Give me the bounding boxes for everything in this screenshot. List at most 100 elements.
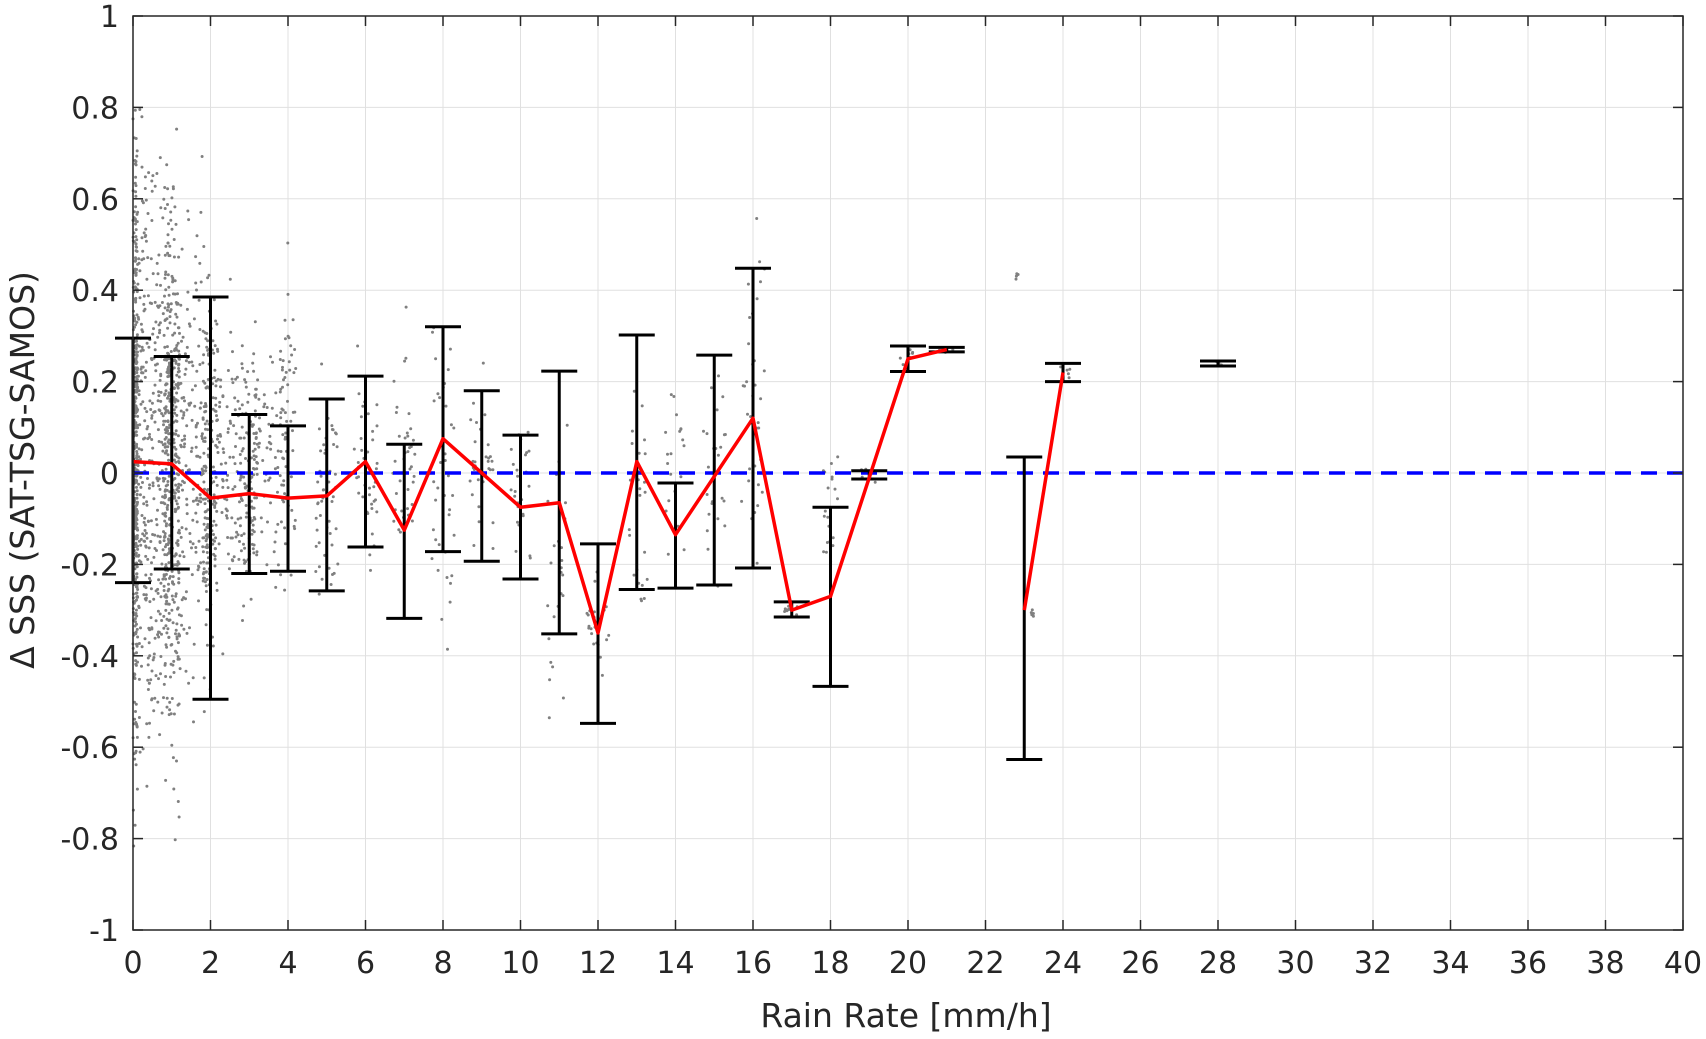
scatter-point: [375, 403, 379, 407]
scatter-point: [135, 724, 139, 728]
scatter-point: [756, 421, 760, 425]
scatter-point: [137, 642, 141, 645]
scatter-point: [185, 424, 189, 428]
scatter-point: [177, 255, 181, 259]
scatter-point: [166, 305, 170, 309]
scatter-point: [228, 277, 232, 281]
scatter-point: [181, 479, 185, 483]
scatter-point: [172, 712, 176, 716]
scatter-point: [134, 347, 138, 351]
scatter-point: [294, 367, 298, 370]
scatter-point: [289, 573, 293, 577]
scatter-point: [153, 300, 157, 304]
scatter-point: [163, 437, 167, 441]
scatter-point: [135, 787, 139, 791]
scatter-point: [243, 482, 247, 486]
scatter-point: [170, 227, 174, 231]
scatter-point: [409, 427, 413, 431]
scatter-point: [226, 486, 230, 490]
scatter-point: [825, 541, 829, 544]
scatter-point: [135, 212, 139, 216]
scatter-point: [491, 468, 495, 472]
scatter-point: [182, 555, 186, 559]
scatter-point: [162, 682, 166, 686]
scatter-point: [203, 576, 207, 580]
scatter-point: [206, 488, 210, 491]
scatter-point: [196, 421, 199, 425]
scatter-point: [757, 426, 761, 430]
scatter-point: [173, 554, 177, 558]
scatter-point: [147, 546, 151, 550]
scatter-point: [361, 404, 365, 408]
scatter-point: [238, 436, 242, 440]
scatter-point: [746, 412, 749, 416]
scatter-point: [134, 228, 138, 232]
scatter-point: [141, 532, 145, 536]
scatter-point: [187, 218, 191, 222]
scatter-point: [279, 411, 283, 415]
scatter-point: [167, 602, 171, 606]
scatter-point: [409, 465, 413, 469]
scatter-point: [254, 431, 258, 435]
scatter-point: [152, 709, 156, 713]
scatter-point: [279, 520, 283, 524]
scatter-point: [318, 514, 322, 517]
scatter-point: [140, 165, 144, 169]
scatter-point: [170, 196, 174, 200]
scatter-point: [162, 535, 166, 539]
scatter-point: [276, 563, 280, 567]
scatter-point: [187, 322, 191, 326]
scatter-point: [231, 350, 234, 354]
scatter-point: [159, 399, 163, 403]
scatter-point: [134, 353, 137, 357]
scatter-point: [281, 365, 284, 369]
scatter-point: [722, 499, 726, 503]
scatter-point: [191, 542, 195, 546]
scatter-point: [155, 523, 159, 527]
scatter-point: [160, 711, 164, 715]
scatter-point: [167, 582, 170, 586]
scatter-point: [150, 219, 154, 222]
scatter-point: [397, 434, 401, 438]
scatter-point: [157, 394, 161, 398]
scatter-point: [134, 749, 138, 753]
scatter-point: [176, 641, 180, 645]
scatter-point: [289, 419, 293, 423]
scatter-point: [146, 688, 150, 691]
scatter-point: [148, 399, 152, 403]
scatter-point: [157, 477, 161, 481]
scatter-point: [150, 416, 154, 420]
scatter-point: [211, 644, 215, 648]
scatter-point: [175, 651, 179, 655]
scatter-point: [194, 435, 198, 439]
scatter-point: [139, 457, 142, 461]
scatter-point: [155, 261, 159, 265]
scatter-point: [643, 452, 647, 456]
scatter-point: [185, 503, 189, 507]
scatter-point: [487, 456, 491, 460]
scatter-point: [189, 450, 193, 453]
scatter-point: [163, 428, 167, 432]
scatter-point: [176, 434, 180, 438]
scatter-point: [176, 607, 179, 611]
scatter-point: [706, 465, 710, 469]
scatter-point: [515, 468, 519, 472]
scatter-point: [254, 387, 258, 391]
scatter-point: [205, 419, 209, 423]
scatter-point: [176, 399, 180, 403]
scatter-point: [136, 635, 140, 639]
scatter-point: [664, 509, 668, 513]
scatter-point: [286, 383, 290, 387]
scatter-point: [146, 519, 150, 523]
scatter-point: [760, 490, 764, 494]
scatter-point: [176, 519, 180, 523]
scatter-point: [749, 415, 753, 419]
scatter-point: [446, 474, 450, 478]
scatter-point: [755, 561, 759, 565]
scatter-point: [136, 547, 140, 551]
scatter-point: [147, 171, 151, 175]
scatter-point: [375, 510, 379, 514]
x-tick-label: 30: [1276, 946, 1314, 981]
scatter-point: [219, 385, 222, 389]
scatter-point: [154, 320, 158, 324]
